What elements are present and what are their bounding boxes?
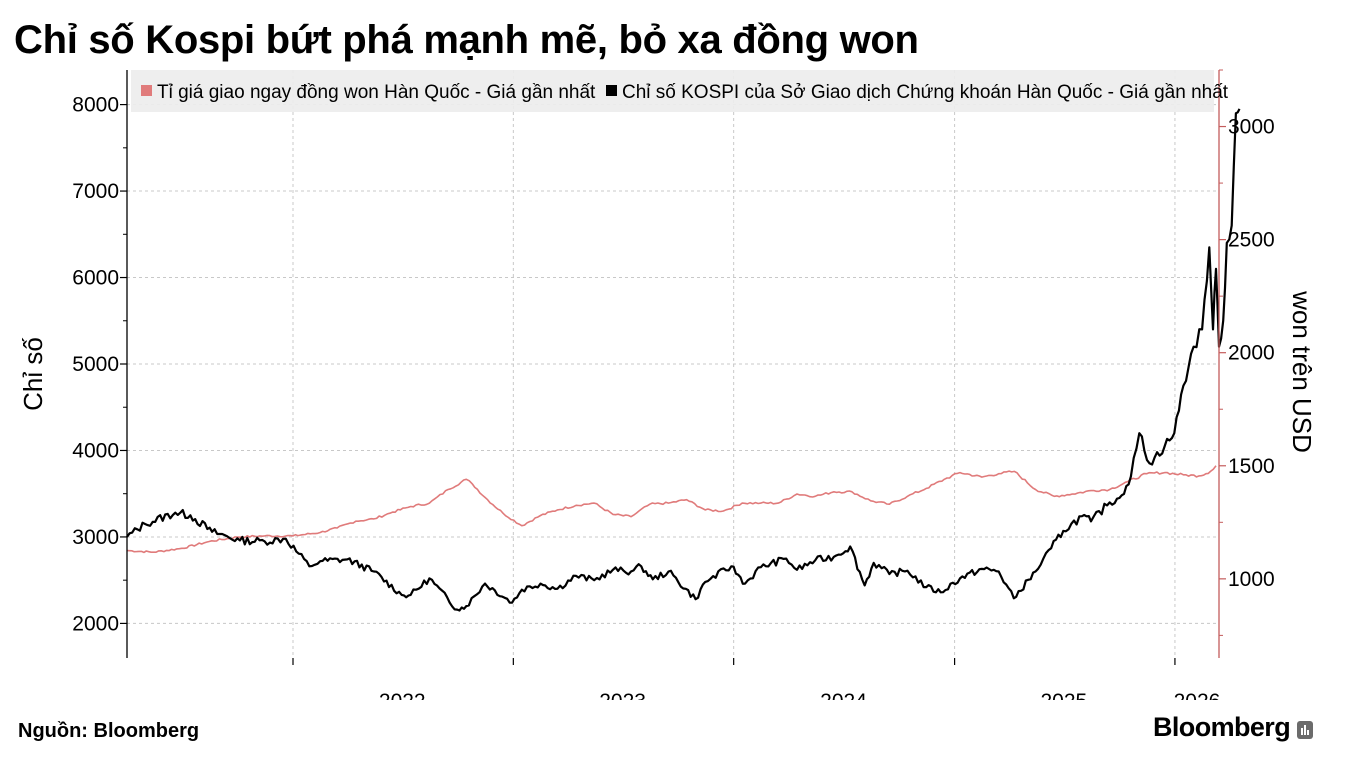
y-axis-left-title: Chỉ số bbox=[18, 337, 48, 411]
y-left-tick-label: 8000 bbox=[72, 94, 119, 117]
bloomberg-terminal-icon bbox=[1296, 717, 1314, 739]
legend-swatch-kospi bbox=[606, 85, 617, 96]
legend-label-kospi: Chỉ số KOSPI của Sở Giao dịch Chứng khoá… bbox=[622, 82, 1229, 103]
x-tick-label: 2024 bbox=[820, 690, 867, 700]
legend: Tỉ giá giao ngay đồng won Hàn Quốc - Giá… bbox=[131, 70, 1229, 112]
series-kospi-line bbox=[126, 108, 1241, 612]
brand-logo: Bloomberg bbox=[1153, 712, 1314, 743]
y-right-tick-label: 3000 bbox=[1228, 116, 1275, 139]
y-right-tick-label: 1000 bbox=[1228, 568, 1275, 591]
legend-label-won: Tỉ giá giao ngay đồng won Hàn Quốc - Giá… bbox=[157, 82, 596, 103]
x-tick-label: 2022 bbox=[379, 690, 426, 700]
chart: 2000 3000 4000 5000 6000 7000 8000 1000 1500 200… bbox=[18, 69, 1317, 700]
y-left-tick-label: 2000 bbox=[72, 612, 119, 635]
y-axis-right-title: won trên USD bbox=[1287, 290, 1317, 453]
grid bbox=[127, 70, 1219, 658]
won-line-path bbox=[126, 465, 1217, 554]
y-left-tick-label: 7000 bbox=[72, 180, 119, 203]
y-left-tick-label: 5000 bbox=[72, 353, 119, 376]
x-tick-label: 2023 bbox=[599, 690, 646, 700]
y-right-tick-label: 2500 bbox=[1228, 229, 1275, 252]
x-axis: 2022 2023 2024 2025 2026 bbox=[292, 658, 1221, 700]
y-right-tick-label: 2000 bbox=[1228, 342, 1275, 365]
x-tick-label: 2025 bbox=[1041, 690, 1088, 700]
y-right-tick-label: 1500 bbox=[1228, 455, 1275, 478]
legend-swatch-won bbox=[141, 85, 152, 96]
brand-name: Bloomberg bbox=[1153, 712, 1291, 742]
chart-title: Chỉ số Kospi bứt phá mạnh mẽ, bỏ xa đồng… bbox=[14, 18, 919, 62]
kospi-line-path bbox=[126, 108, 1241, 612]
source-note: Nguồn: Bloomberg bbox=[18, 720, 200, 742]
right-axis: 1000 1500 2000 2500 3000 bbox=[1218, 69, 1275, 658]
left-axis: 2000 3000 4000 5000 6000 7000 8000 bbox=[72, 70, 128, 658]
legend-background bbox=[131, 70, 1214, 112]
y-left-tick-label: 4000 bbox=[72, 439, 119, 462]
y-left-tick-label: 3000 bbox=[72, 526, 119, 549]
y-left-tick-label: 6000 bbox=[72, 267, 119, 290]
x-tick-label: 2026 bbox=[1174, 690, 1221, 700]
series-won-line bbox=[126, 465, 1217, 554]
